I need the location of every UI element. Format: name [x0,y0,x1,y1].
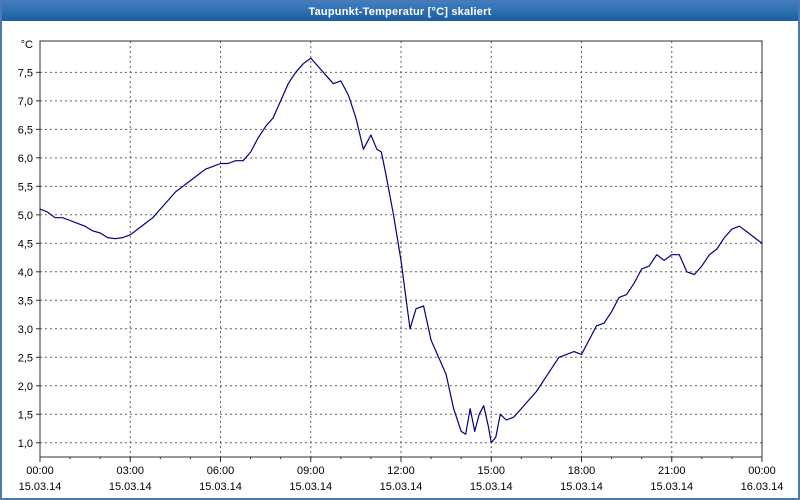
line-chart: 7,5 7,0 6,5 6,0 5,5 5,0 4,5 4,0 3,5 3,0 2,5 2,0 1,5 1… [18,39,784,493]
x-tick-date-label: 15.03.14 [560,481,603,493]
x-tick-date-label: 15.03.14 [380,481,423,493]
x-tick-date-label: 15.03.14 [19,481,62,493]
y-tick-label: 3,5 [18,295,33,307]
x-tick-date-label: 16.03.14 [741,481,784,493]
x-tick-date-label: 15.03.14 [109,481,152,493]
x-tick-time-label: 03:00 [116,465,144,477]
y-tick-label: 7,5 [18,67,33,79]
x-tick-time-label: 09:00 [297,465,325,477]
x-tick-time-label: 00:00 [26,465,54,477]
chart-title: Taupunkt-Temperatur [°C] skaliert [308,5,492,18]
x-tick-time-label: 21:00 [658,465,686,477]
y-axis-unit-label: °C [21,39,33,51]
data-line [39,57,763,444]
y-tick-label: 6,0 [18,153,33,165]
x-tick-date-label: 15.03.14 [199,481,242,493]
x-tick-time-label: 12:00 [387,465,415,477]
y-tick-label: 5,5 [18,181,33,193]
y-tick-label: 5,0 [18,210,33,222]
x-tick-date-label: 15.03.14 [650,481,693,493]
y-tick-label: 2,0 [18,381,33,393]
y-tick-label: 1,0 [18,438,33,450]
x-tick-date-label: 15.03.14 [289,481,332,493]
x-tick-time-label: 18:00 [568,465,596,477]
plot-background [40,41,762,457]
x-tick-time-label: 00:00 [748,465,776,477]
chart-area: 7,5 7,0 6,5 6,0 5,5 5,0 4,5 4,0 3,5 3,0 2,5 2,0 1,5 1… [2,21,798,498]
y-tick-label: 3,0 [18,324,33,336]
y-tick-label: 4,0 [18,267,33,279]
x-tick-time-label: 15:00 [477,465,505,477]
x-tick-time-label: 06:00 [207,465,235,477]
y-tick-label: 1,5 [18,409,33,421]
x-tick-date-label: 15.03.14 [470,481,513,493]
y-tick-label: 4,5 [18,238,33,250]
y-tick-label: 6,5 [18,124,33,136]
y-tick-label: 7,0 [18,96,33,108]
title-bar: Taupunkt-Temperatur [°C] skaliert [2,2,798,21]
y-tick-label: 2,5 [18,352,33,364]
